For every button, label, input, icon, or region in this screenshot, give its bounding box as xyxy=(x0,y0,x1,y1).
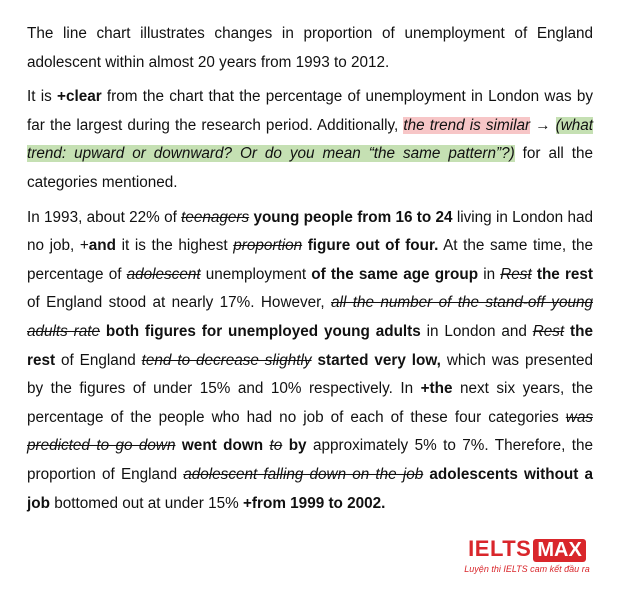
paragraph: The line chart illustrates changes in pr… xyxy=(27,20,593,77)
text-deleted: proportion xyxy=(233,237,303,255)
text-run: it is the highest xyxy=(116,237,234,255)
text-bold: the rest xyxy=(27,322,593,369)
text-bold: by xyxy=(282,437,307,455)
text-deleted: tend to decrease slightly xyxy=(141,351,312,369)
text-bold: started very low, xyxy=(311,351,441,369)
text-deleted: Rest xyxy=(532,322,565,340)
text-bold: the rest xyxy=(531,265,594,283)
text-run: of England xyxy=(55,351,142,369)
text-deleted: adolescent falling down on the job xyxy=(183,465,424,483)
logo: IELTS MAX Luyện thi IELTS cam kết đầu ra xyxy=(462,536,592,574)
text-bold: went down xyxy=(175,437,264,455)
text-deleted: was predicted to go down xyxy=(27,408,593,455)
paragraph: It is +clear from the chart that the per… xyxy=(27,83,593,197)
text-deleted: to xyxy=(269,437,283,455)
logo-brand: IELTS xyxy=(468,536,532,561)
text-run: which was presented by the figures of un… xyxy=(27,351,593,398)
text-run: approximately 5% to 7%. Therefore, the p… xyxy=(27,437,593,483)
text-run: in xyxy=(478,265,501,283)
text-bold: figure out of four. xyxy=(302,237,439,255)
text-run: The line chart illustrates changes in pr… xyxy=(27,25,593,71)
logo-badge: MAX xyxy=(533,539,586,562)
text-italic-pink: the trend is similar xyxy=(403,116,531,134)
text-run: living in London had no job, + xyxy=(27,208,593,255)
text-bold: +clear xyxy=(57,88,102,106)
text-bold: adolescents without a job xyxy=(27,465,594,512)
text-run: It is xyxy=(27,88,58,106)
document-body: The line chart illustrates changes in pr… xyxy=(27,20,593,524)
paragraph: In 1993, about 22% of teenagers young pe… xyxy=(27,204,593,519)
text-bold: +the xyxy=(420,380,453,398)
text-run: At the same time, the percentage of xyxy=(27,237,593,283)
logo-tagline: Luyện thi IELTS cam kết đầu ra xyxy=(464,564,590,574)
text-bold: both figures for unemployed young adults xyxy=(100,322,421,340)
text-deleted: Rest xyxy=(500,265,532,283)
text-run: of England stood at nearly 17%. However, xyxy=(27,294,332,312)
text-bold: young people from 16 to 24 xyxy=(249,208,453,226)
text-bold: of the same age group xyxy=(311,265,479,283)
text-bold: and xyxy=(88,237,116,255)
text-run: for all the categories mentioned. xyxy=(27,145,594,191)
text-run: in London and xyxy=(420,322,533,340)
text-run: unemployment xyxy=(200,265,312,283)
text-bold: +from 1999 to 2002. xyxy=(243,494,386,512)
text-run: bottomed out at under 15% xyxy=(49,494,243,512)
text-run: In 1993, about 22% of xyxy=(27,208,182,226)
text-deleted: teenagers xyxy=(181,208,250,226)
text-run: from the chart that the percentage of un… xyxy=(27,88,594,134)
text-run: → xyxy=(530,116,556,134)
text-run: next six years, the percentage of the pe… xyxy=(27,380,594,426)
text-deleted: all the number of the stand-off young ad… xyxy=(27,294,593,340)
text-deleted: adolescent xyxy=(126,265,201,283)
